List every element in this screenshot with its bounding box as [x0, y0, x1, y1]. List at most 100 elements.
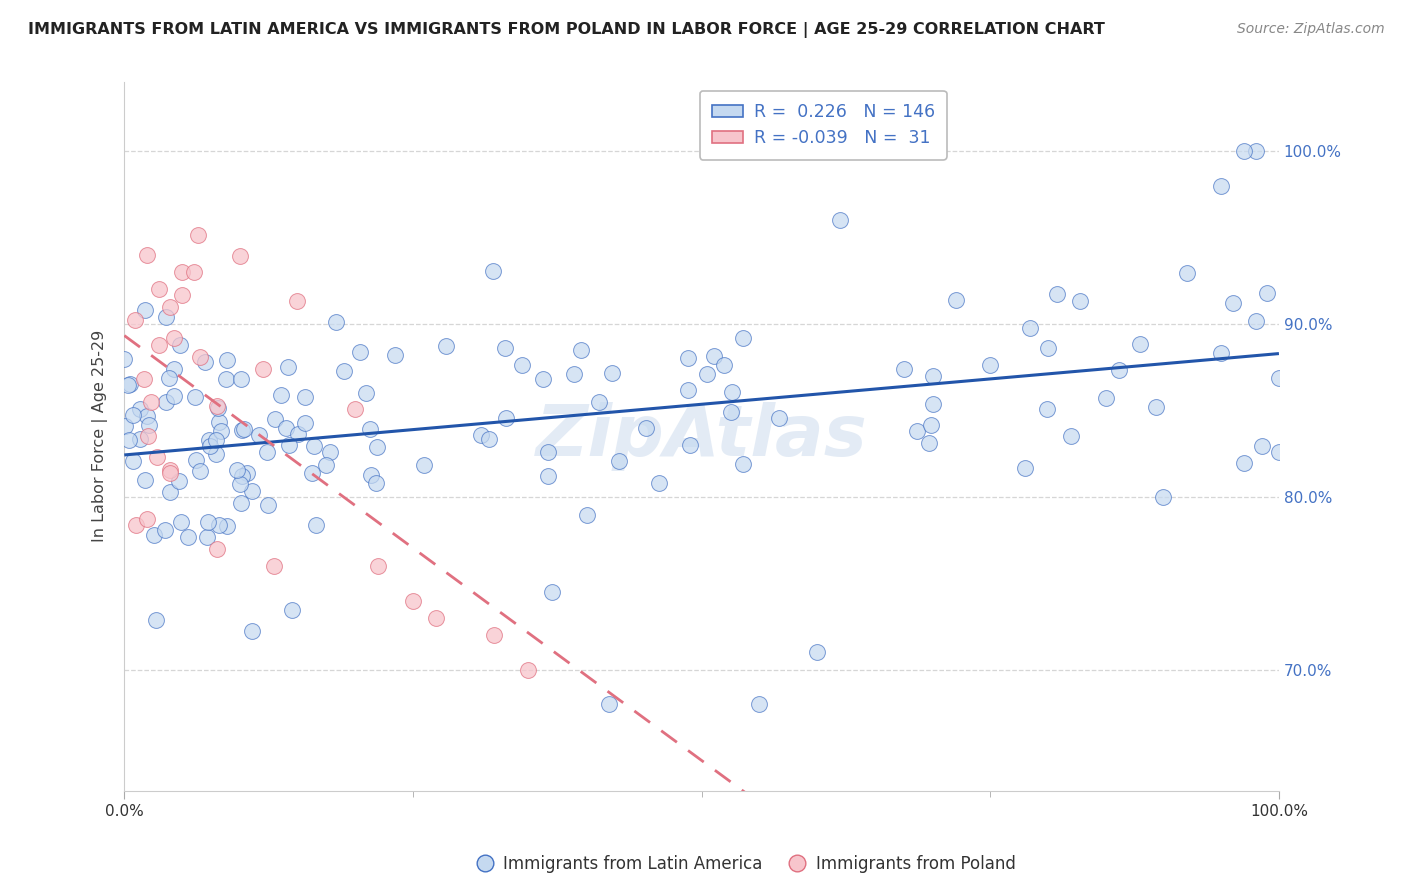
- Point: [1211, 178, 1233, 193]
- Point: [1268, 371, 1291, 385]
- Point: [118, 433, 141, 447]
- Point: [159, 300, 181, 314]
- Point: [132, 371, 155, 385]
- Point: [208, 415, 231, 429]
- Point: [170, 265, 193, 279]
- Point: [344, 401, 367, 416]
- Point: [232, 422, 254, 436]
- Point: [235, 466, 257, 480]
- Y-axis label: In Labor Force | Age 25-29: In Labor Force | Age 25-29: [93, 330, 108, 542]
- Point: [252, 362, 274, 376]
- Point: [1046, 287, 1069, 301]
- Point: [721, 385, 744, 400]
- Point: [1036, 341, 1059, 355]
- Point: [495, 411, 517, 425]
- Point: [1251, 439, 1274, 453]
- Point: [205, 446, 228, 460]
- Point: [569, 343, 592, 357]
- Point: [278, 438, 301, 452]
- Point: [1256, 286, 1278, 301]
- Point: [1014, 460, 1036, 475]
- Point: [319, 444, 342, 458]
- Point: [1233, 144, 1256, 158]
- Point: [713, 358, 735, 372]
- Point: [1019, 321, 1042, 335]
- Point: [1060, 429, 1083, 443]
- Point: [170, 515, 193, 529]
- Point: [366, 476, 388, 491]
- Point: [482, 628, 505, 642]
- Point: [121, 409, 143, 423]
- Point: [270, 388, 292, 402]
- Point: [333, 364, 356, 378]
- Point: [1222, 296, 1244, 310]
- Point: [748, 698, 770, 712]
- Legend: R =  0.226   N = 146, R = -0.039   N =  31: R = 0.226 N = 146, R = -0.039 N = 31: [700, 91, 948, 160]
- Point: [184, 390, 207, 404]
- Point: [231, 372, 253, 386]
- Text: Source: ZipAtlas.com: Source: ZipAtlas.com: [1237, 22, 1385, 37]
- Point: [257, 498, 280, 512]
- Point: [478, 432, 501, 446]
- Point: [229, 249, 252, 263]
- Point: [214, 372, 236, 386]
- Point: [145, 613, 167, 627]
- Point: [920, 418, 942, 433]
- Point: [1153, 491, 1175, 505]
- Point: [354, 386, 377, 401]
- Point: [280, 603, 302, 617]
- Point: [208, 517, 231, 532]
- Point: [139, 395, 162, 409]
- Point: [155, 395, 177, 409]
- Text: IMMIGRANTS FROM LATIN AMERICA VS IMMIGRANTS FROM POLAND IN LABOR FORCE | AGE 25-: IMMIGRANTS FROM LATIN AMERICA VS IMMIGRA…: [28, 22, 1105, 38]
- Point: [733, 331, 755, 345]
- Point: [138, 417, 160, 432]
- Point: [806, 646, 828, 660]
- Point: [434, 339, 457, 353]
- Point: [195, 530, 218, 544]
- Point: [294, 416, 316, 430]
- Point: [188, 464, 211, 478]
- Point: [134, 303, 156, 318]
- Point: [893, 362, 915, 376]
- Point: [598, 698, 620, 712]
- Point: [247, 428, 270, 442]
- Point: [159, 467, 181, 481]
- Point: [359, 422, 381, 436]
- Point: [118, 377, 141, 392]
- Point: [136, 429, 159, 443]
- Point: [155, 524, 177, 538]
- Point: [537, 445, 560, 459]
- Point: [124, 313, 146, 327]
- Point: [470, 428, 492, 442]
- Point: [198, 433, 221, 447]
- Point: [163, 389, 186, 403]
- Point: [315, 458, 337, 472]
- Point: [1233, 456, 1256, 470]
- Point: [678, 351, 700, 365]
- Point: [229, 495, 252, 509]
- Point: [1069, 294, 1091, 309]
- Point: [922, 397, 945, 411]
- Point: [142, 528, 165, 542]
- Point: [366, 441, 388, 455]
- Point: [576, 508, 599, 522]
- Point: [256, 445, 278, 459]
- Point: [205, 400, 228, 414]
- Point: [128, 401, 150, 416]
- Point: [703, 349, 725, 363]
- Point: [112, 352, 135, 367]
- Point: [136, 248, 159, 262]
- Point: [733, 457, 755, 471]
- Point: [1175, 266, 1198, 280]
- Point: [294, 390, 316, 404]
- Point: [676, 383, 699, 397]
- Point: [198, 439, 221, 453]
- Point: [537, 469, 560, 483]
- Point: [225, 463, 247, 477]
- Point: [155, 310, 177, 324]
- Point: [301, 467, 323, 481]
- Point: [325, 315, 347, 329]
- Point: [830, 213, 852, 227]
- Point: [205, 433, 228, 447]
